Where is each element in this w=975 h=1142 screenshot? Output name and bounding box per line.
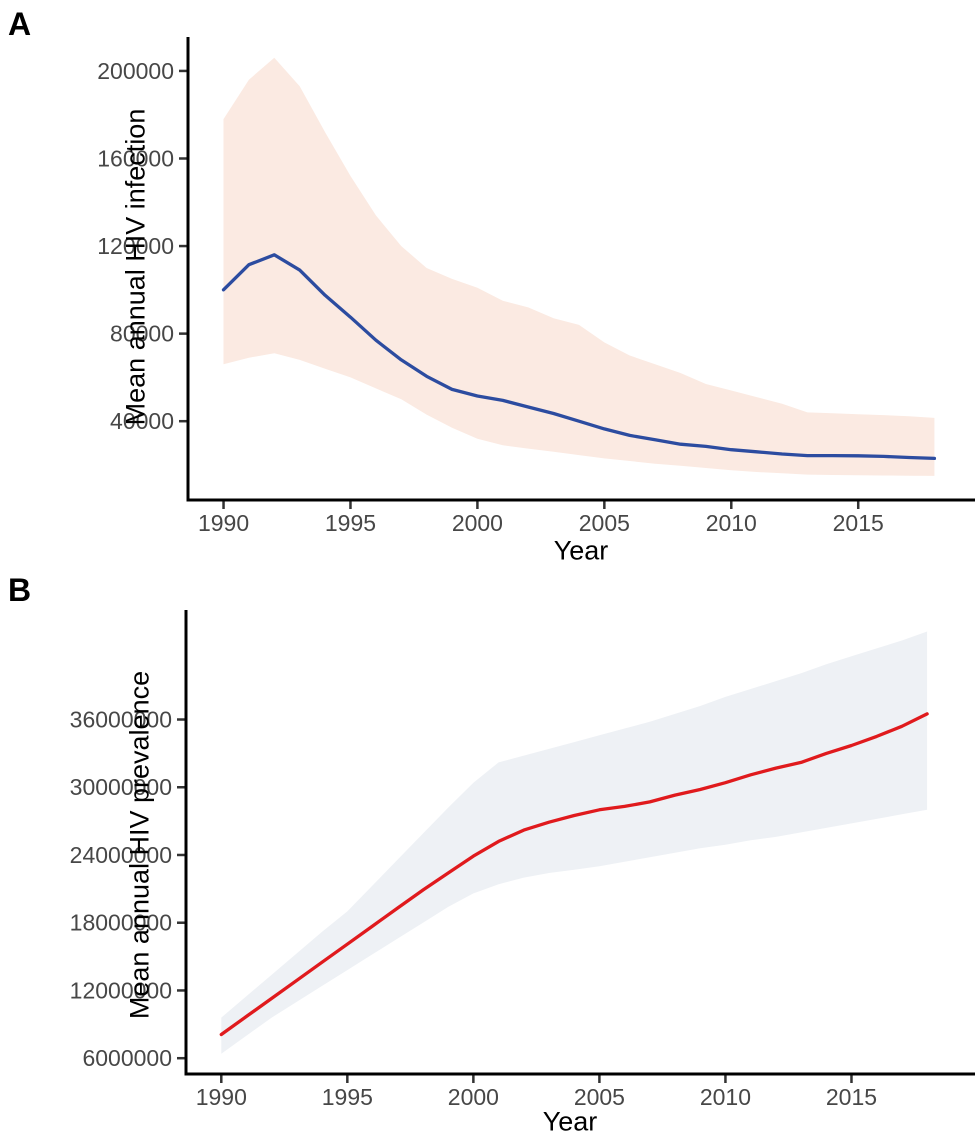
panel-a-y-tick-label: 160000: [97, 145, 174, 171]
panel-b-x-tick-label: 1995: [322, 1084, 373, 1110]
panel-a-y-tick-label: 40000: [110, 408, 174, 434]
panel-b-y-tick-label: 30000000: [70, 774, 172, 800]
panel-b-y-tick-label: 6000000: [82, 1045, 172, 1071]
panel-a-confidence-band: [223, 57, 935, 476]
panel-a-x-tick-label: 1990: [198, 510, 249, 536]
panel-a-y-tick-label: 80000: [110, 321, 174, 347]
panel-b-confidence-band: [221, 631, 928, 1054]
panel-a-y-axis-title: Mean annual HIV infection: [120, 108, 151, 426]
panel-a-x-tick-label: 2010: [706, 510, 757, 536]
panel-b-x-tick-label: 2015: [826, 1084, 877, 1110]
panel-a-mean-line: [221, 253, 937, 461]
panel-a-y-tick-label: 120000: [97, 233, 174, 259]
panel-b-x-tick-label: 1990: [196, 1084, 247, 1110]
panel-b-y-tick-label: 18000000: [70, 910, 172, 936]
panel-b-x-tick-label: 2000: [448, 1084, 499, 1110]
panel-b-x-tick-label: 2005: [574, 1084, 625, 1110]
panel-a-y-tick-label: 200000: [97, 58, 174, 84]
panel-b-y-tick-label: 12000000: [70, 977, 172, 1003]
panel-b-y-tick-label: 24000000: [70, 842, 172, 868]
panel-b-label: B: [8, 572, 32, 608]
panel-b-mean-line: [219, 712, 929, 1037]
panel-b-y-tick-label: 36000000: [70, 707, 172, 733]
panel-a-x-axis-title: Year: [553, 535, 609, 566]
panel-b-x-axis-title: Year: [542, 1106, 598, 1137]
panel-a-label: A: [8, 6, 32, 42]
panel-a-x-tick-label: 2000: [452, 510, 503, 536]
panel-a-x-tick-label: 2005: [579, 510, 630, 536]
panel-b-y-axis-title: Mean annual HIV prevalence: [124, 670, 155, 1020]
panel-b-x-tick-label: 2010: [700, 1084, 751, 1110]
panel-a-x-tick-label: 1995: [325, 510, 376, 536]
panel-a-x-tick-label: 2015: [833, 510, 884, 536]
